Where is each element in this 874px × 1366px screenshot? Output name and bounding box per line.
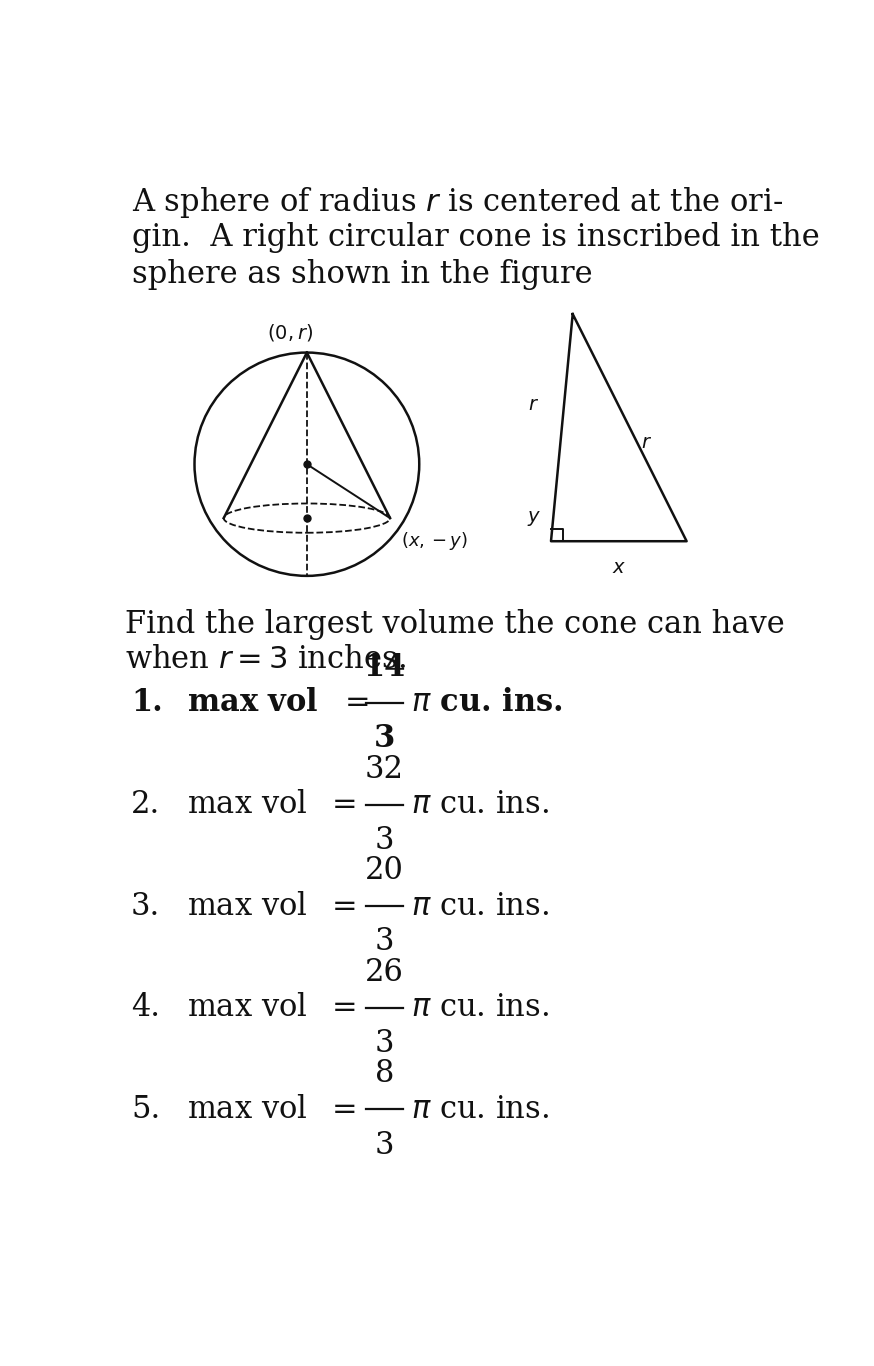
Text: $\pi$ cu. ins.: $\pi$ cu. ins. [411,891,549,922]
Text: $(0, r)$: $(0, r)$ [267,322,313,343]
Text: max vol  $=$: max vol $=$ [187,891,356,922]
Text: $r$: $r$ [642,434,652,452]
Text: 3: 3 [374,723,395,754]
Text: $(x, -y)$: $(x, -y)$ [401,530,468,552]
Text: when $r = 3$ inches.: when $r = 3$ inches. [125,645,406,675]
Text: max vol  $=$: max vol $=$ [187,687,369,719]
Text: 5.: 5. [131,1094,160,1126]
Text: 26: 26 [365,956,404,988]
Text: 4.: 4. [131,992,160,1023]
Text: $y$: $y$ [527,508,541,527]
Text: 3: 3 [375,926,394,958]
Text: max vol  $=$: max vol $=$ [187,1094,356,1126]
Text: 3: 3 [375,825,394,855]
Text: 14: 14 [364,652,406,683]
Text: 3: 3 [375,1130,394,1161]
Text: $\pi$ cu. ins.: $\pi$ cu. ins. [411,687,563,719]
Text: gin.  A right circular cone is inscribed in the: gin. A right circular cone is inscribed … [133,223,821,254]
Text: 3.: 3. [131,891,160,922]
Text: $x$: $x$ [612,559,626,578]
Text: Find the largest volume the cone can have: Find the largest volume the cone can hav… [125,609,785,641]
Text: $\pi$ cu. ins.: $\pi$ cu. ins. [411,790,549,820]
Text: 1.: 1. [131,687,163,719]
Text: $\pi$ cu. ins.: $\pi$ cu. ins. [411,1094,549,1126]
Text: max vol  $=$: max vol $=$ [187,992,356,1023]
Text: sphere as shown in the figure: sphere as shown in the figure [133,260,593,291]
Text: 8: 8 [375,1059,394,1090]
Text: 2.: 2. [131,790,160,820]
Text: 20: 20 [365,855,404,887]
Text: max vol  $=$: max vol $=$ [187,790,356,820]
Text: $r$: $r$ [529,396,539,414]
Text: 3: 3 [375,1027,394,1059]
Text: A sphere of radius $r$ is centered at the ori-: A sphere of radius $r$ is centered at th… [133,186,784,220]
Text: 32: 32 [364,754,404,784]
Text: $\pi$ cu. ins.: $\pi$ cu. ins. [411,992,549,1023]
